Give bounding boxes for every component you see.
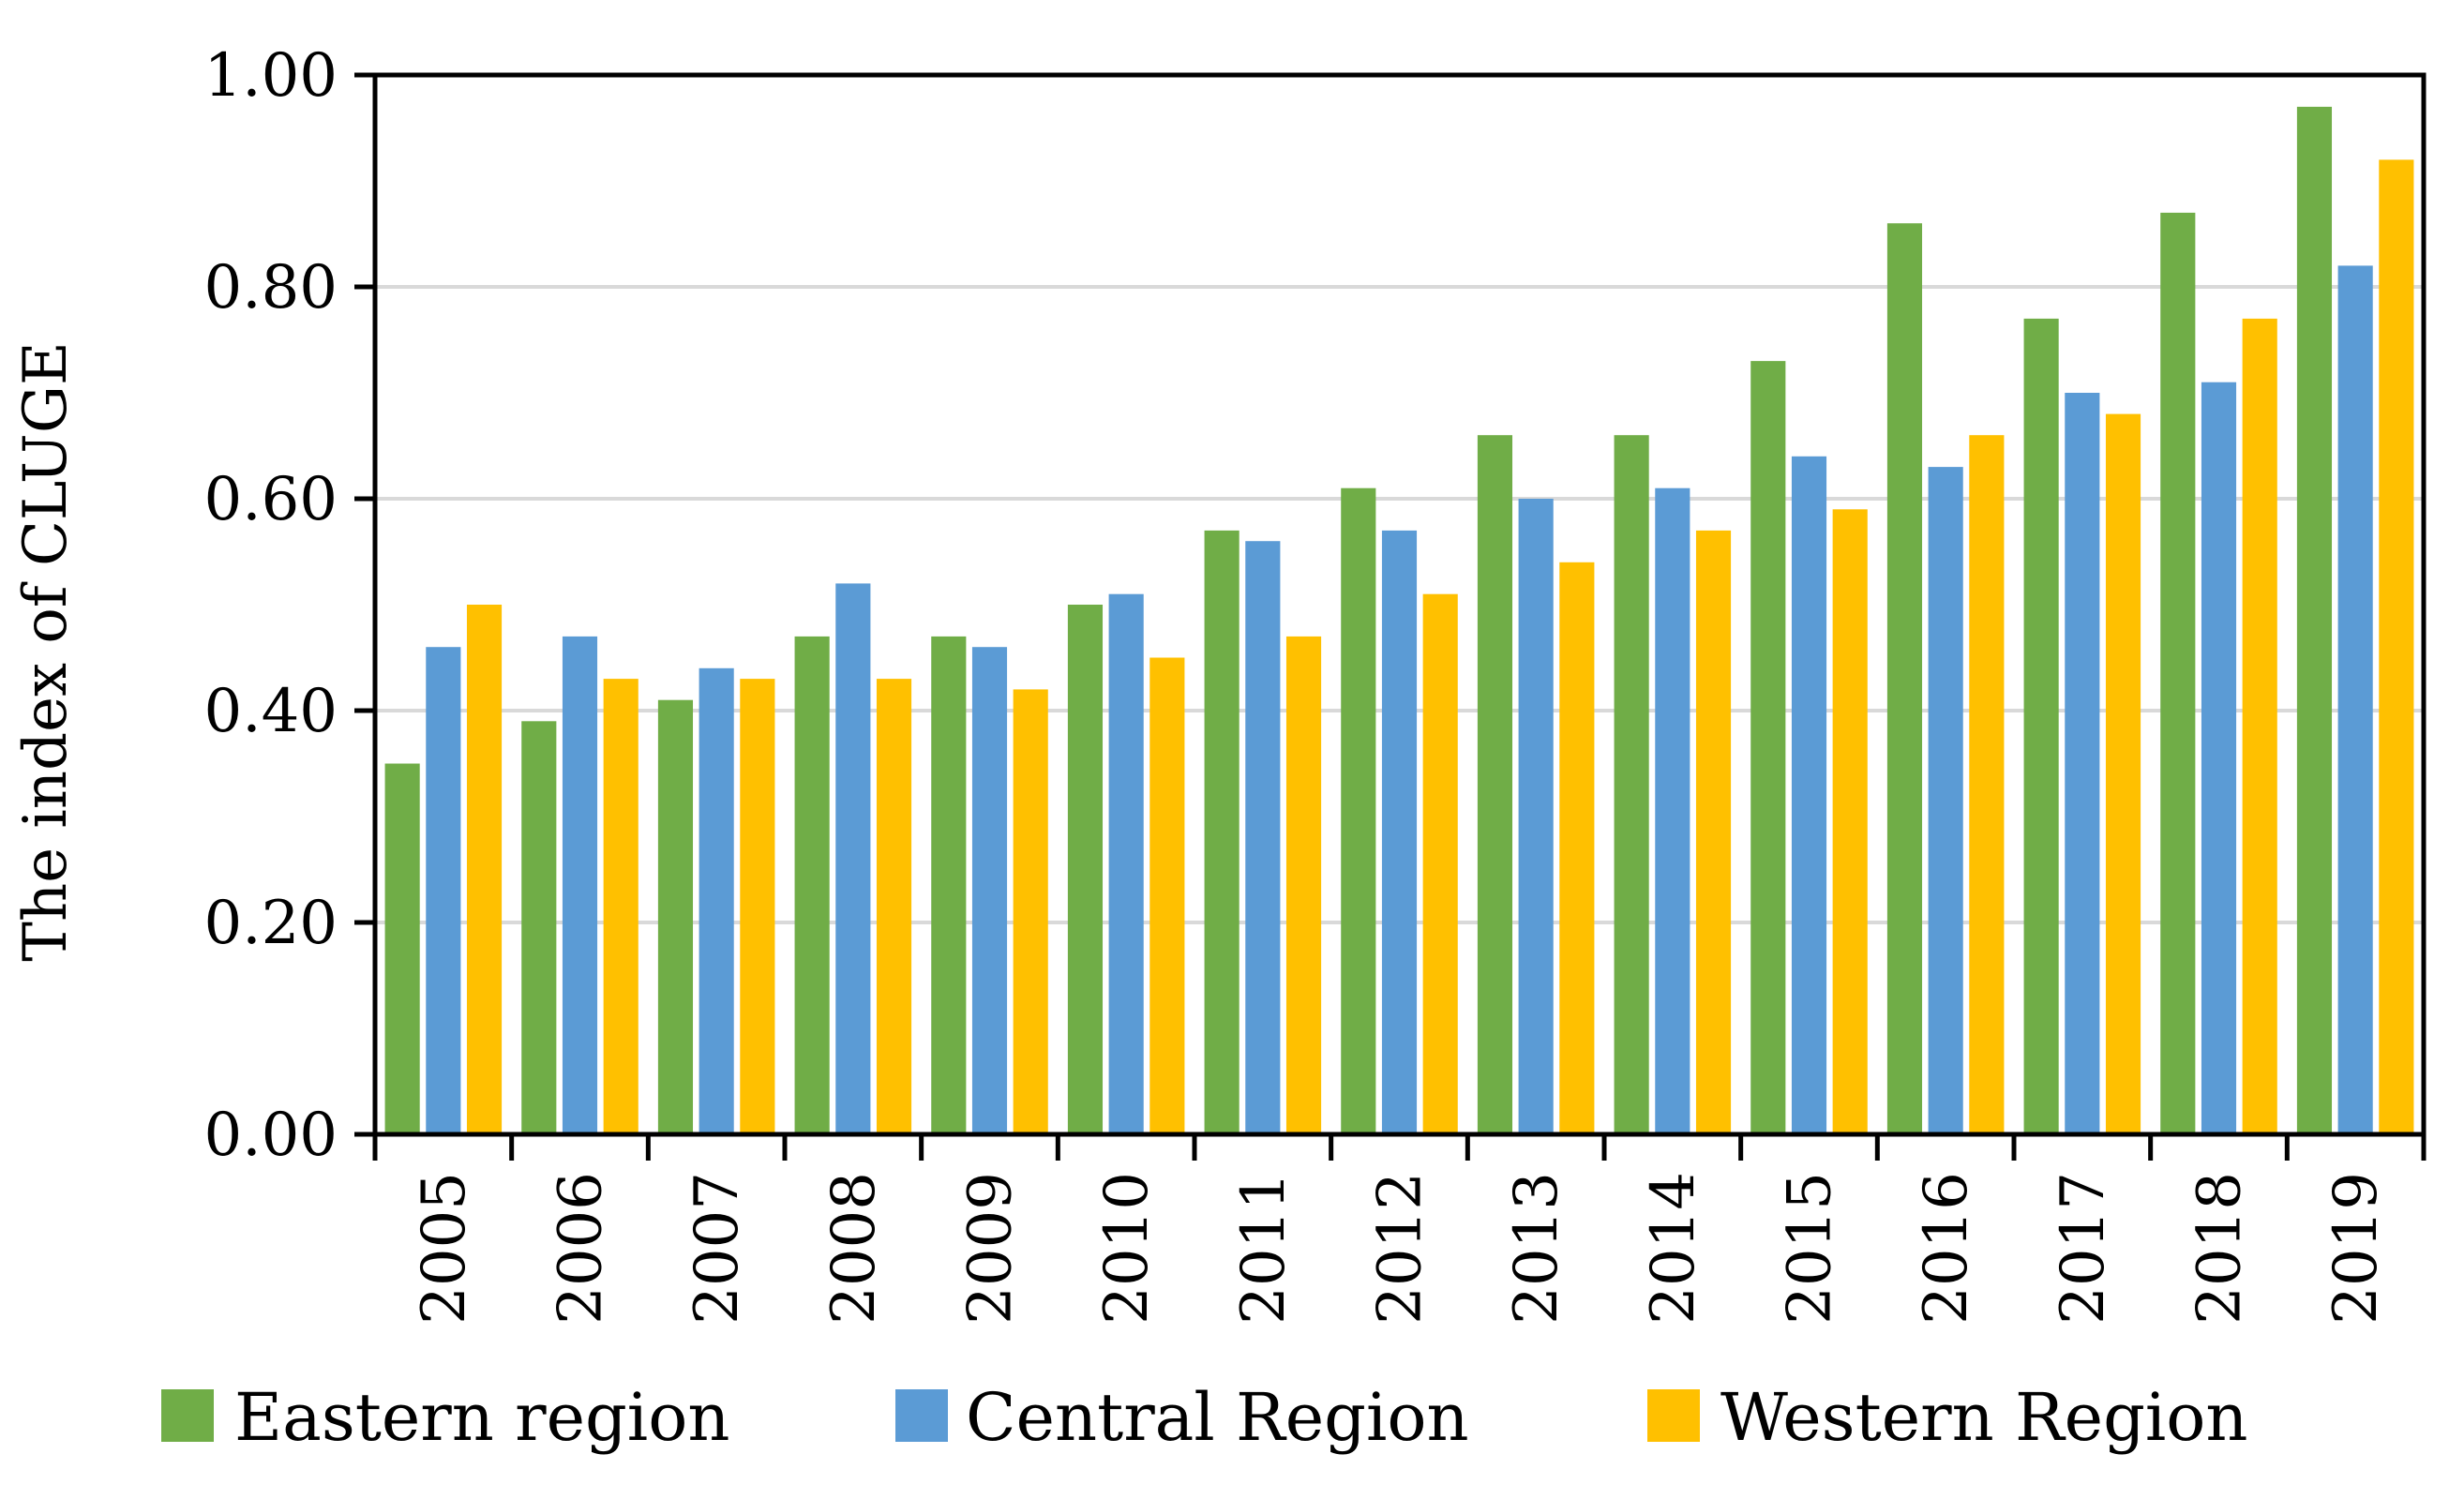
bar-western-region-2014 [1695,530,1732,1134]
bar-central-region-2011 [1245,541,1281,1134]
bar-western-region-2007 [740,679,775,1134]
bar-western-region-2006 [603,679,639,1134]
y-tick-label: 0.60 [204,465,338,534]
bar-central-region-2009 [971,647,1008,1134]
bar-central-region-2015 [1791,456,1827,1134]
y-tick-label: 0.00 [204,1101,338,1170]
x-tick-label: 2016 [1912,1172,1981,1325]
bar-western-region-2015 [1832,509,1868,1134]
bar-central-region-2019 [2337,265,2373,1134]
bar-central-region-2016 [1928,467,1963,1135]
bar-western-region-2017 [2105,413,2141,1135]
x-tick-label: 2005 [410,1172,479,1325]
bar-eastern-region-2016 [1886,223,1923,1134]
bar-eastern-region-2019 [2296,106,2333,1134]
bar-eastern-region-2009 [931,636,967,1134]
legend-item-eastern-region: Eastern region [161,1379,729,1456]
bar-central-region-2005 [426,647,461,1134]
x-tick-label: 2015 [1776,1172,1845,1325]
legend-label: Central Region [966,1379,1469,1456]
x-tick-label: 2012 [1366,1172,1435,1325]
bar-eastern-region-2008 [794,636,830,1134]
x-tick-label: 2006 [547,1172,616,1325]
y-tick-label: 0.20 [204,889,338,958]
x-tick-label: 2018 [2186,1172,2255,1325]
y-tick-labels: 0.00 0.20 0.40 0.60 0.80 1.00 [204,41,338,1170]
y-tick-label: 0.40 [204,677,338,746]
bar-eastern-region-2012 [1341,487,1376,1134]
plot-border [372,72,2426,1137]
bar-central-region-2013 [1518,499,1554,1134]
legend: Eastern region Central Region Western Regi… [161,1379,2248,1456]
bar-eastern-region-2013 [1477,435,1513,1134]
bar-eastern-region-2011 [1204,530,1240,1134]
legend-swatch [161,1389,214,1442]
bar-western-region-2008 [876,679,912,1134]
bar-western-region-2009 [1013,689,1048,1134]
bar-central-region-2017 [2065,393,2100,1134]
bar-western-region-2005 [466,605,503,1134]
legend-label: Western Region [1720,1379,2248,1456]
x-tick-label: 2013 [1502,1172,1571,1325]
bar-eastern-region-2015 [1750,361,1786,1135]
bar-central-region-2008 [835,583,871,1134]
x-tick-label: 2009 [956,1172,1026,1325]
legend-item-central-region: Central Region [895,1379,1469,1456]
bar-eastern-region-2014 [1614,435,1649,1134]
legend-item-western-region: Western Region [1647,1379,2248,1456]
legend-swatch [895,1389,948,1442]
x-tick-label: 2007 [683,1172,752,1325]
bar-western-region-2019 [2379,159,2414,1134]
legend-label: Eastern region [234,1379,729,1456]
x-tick-label: 2017 [2049,1172,2118,1325]
bar-eastern-region-2006 [521,721,557,1134]
bars [384,106,2414,1135]
x-tick-label: 2011 [1229,1172,1299,1325]
bar-eastern-region-2017 [2023,318,2059,1134]
x-tick-label: 2019 [2321,1172,2391,1325]
bar-central-region-2007 [699,667,734,1134]
bar-central-region-2014 [1655,487,1690,1134]
bar-western-region-2011 [1285,636,1322,1134]
x-tick-label: 2014 [1639,1172,1708,1325]
bar-western-region-2018 [2242,318,2277,1134]
y-tick-label: 1.00 [204,41,338,111]
bar-western-region-2012 [1422,593,1458,1134]
bar-western-region-2016 [1969,435,2005,1134]
bar-eastern-region-2018 [2160,212,2196,1134]
x-tick-label: 2010 [1092,1172,1162,1325]
x-tick-labels: 2005 2006 2007 2008 2009 2010 2011 2012 2013 2014… [410,1172,2391,1325]
bar-central-region-2010 [1108,593,1144,1134]
x-tick-label: 2008 [819,1172,889,1325]
y-tick-label: 0.80 [204,253,338,322]
legend-swatch [1647,1389,1700,1442]
bar-eastern-region-2010 [1067,605,1104,1134]
bar-central-region-2006 [562,636,598,1134]
bar-eastern-region-2007 [657,699,694,1134]
bar-western-region-2013 [1559,562,1595,1134]
bar-western-region-2010 [1149,657,1185,1134]
bar-central-region-2018 [2201,382,2237,1134]
bar-central-region-2012 [1381,530,1418,1134]
axes [354,72,2426,1161]
bar-eastern-region-2005 [384,763,420,1134]
y-axis-title: The index of CLUGE [11,341,81,961]
